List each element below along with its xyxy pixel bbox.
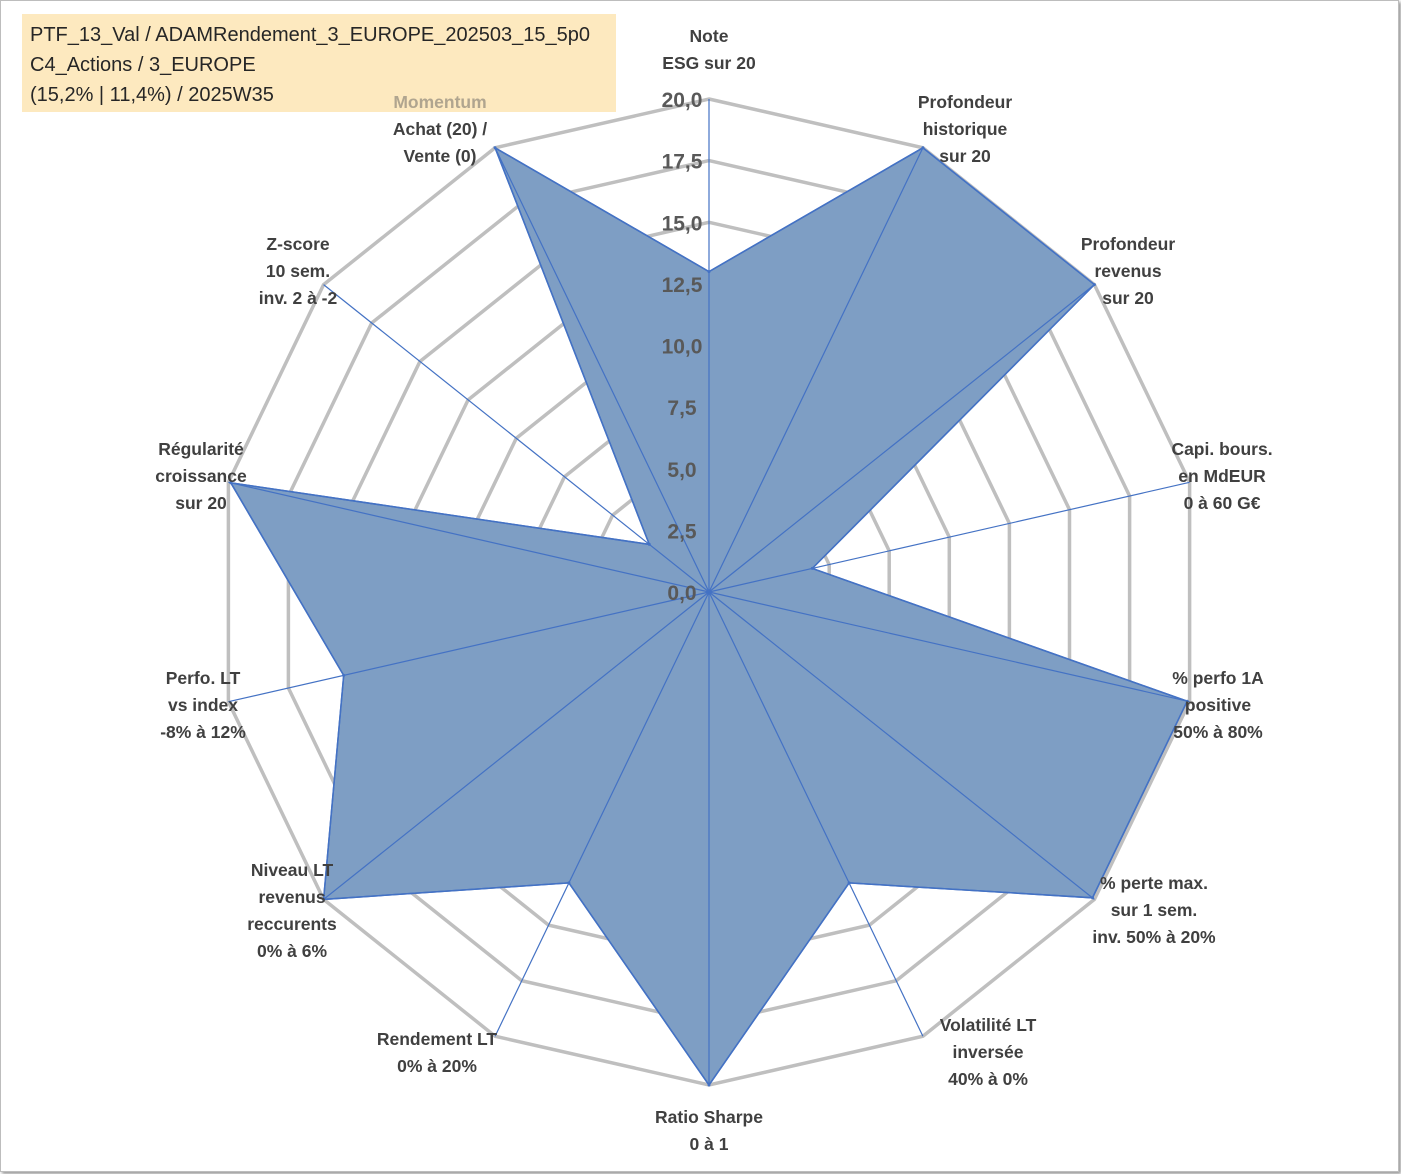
data-point-10 bbox=[322, 897, 326, 901]
axis-label-3: Profondeur revenus sur 20 bbox=[1081, 234, 1175, 308]
tick-label-4: 10,0 bbox=[662, 336, 703, 359]
axis-label-11: Perfo. LT vs index -8% à 12% bbox=[160, 668, 246, 742]
axis-spoke-7 bbox=[708, 591, 924, 1037]
axis-label-12: Régularité croissance sur 20 bbox=[155, 439, 247, 513]
data-point-1 bbox=[707, 270, 711, 274]
axis-label-8: Ratio Sharpe 0 à 1 bbox=[655, 1107, 763, 1154]
axis-spoke-10 bbox=[323, 591, 710, 900]
data-point-9 bbox=[567, 881, 571, 885]
data-point-13 bbox=[647, 542, 651, 546]
axis-label-6: % perte max. sur 1 sem. inv. 50% à 20% bbox=[1092, 873, 1216, 947]
axis-label-14: Momentum Achat (20) / Vente (0) bbox=[393, 92, 487, 166]
tick-label-1: 2,5 bbox=[667, 520, 697, 543]
data-point-5 bbox=[1185, 699, 1189, 703]
info-line-category: C4_Actions / 3_EUROPE bbox=[30, 54, 256, 76]
tick-label-8: 20,0 bbox=[662, 89, 703, 112]
axis-label-7: Volatilité LT inversée 40% à 0% bbox=[940, 1015, 1037, 1089]
axis-spoke-9 bbox=[494, 591, 710, 1037]
axis-spoke-14 bbox=[494, 147, 710, 593]
tick-label-5: 12,5 bbox=[662, 274, 703, 297]
axis-label-1: Note ESG sur 20 bbox=[662, 26, 756, 73]
axis-spoke-3 bbox=[708, 284, 1095, 593]
data-point-6 bbox=[1091, 896, 1094, 900]
tick-label-6: 15,0 bbox=[662, 212, 703, 235]
axis-label-10: Niveau LT revenus reccurents 0% à 6% bbox=[247, 860, 337, 961]
axis-label-9: Rendement LT 0% à 20% bbox=[377, 1029, 498, 1076]
data-point-11 bbox=[342, 673, 346, 677]
axis-spoke-12 bbox=[228, 481, 710, 593]
info-box: PTF_13_Val / ADAMRendement_3_EUROPE_2025… bbox=[22, 14, 616, 112]
axis-spoke-4 bbox=[708, 481, 1190, 593]
tick-label-3: 7,5 bbox=[667, 397, 697, 420]
axis-label-2: Profondeur historique sur 20 bbox=[918, 92, 1012, 166]
axis-spoke-11 bbox=[228, 591, 710, 703]
axis-spoke-5 bbox=[708, 591, 1190, 703]
tick-label-0: 0,0 bbox=[667, 582, 696, 605]
tick-label-7: 17,5 bbox=[662, 151, 703, 174]
data-point-2 bbox=[921, 146, 925, 150]
axis-spoke-6 bbox=[708, 591, 1095, 900]
axis-label-13: Z-score 10 sem. inv. 2 à -2 bbox=[259, 234, 338, 308]
data-point-14 bbox=[493, 146, 497, 150]
info-line-portfolio: PTF_13_Val / ADAMRendement_3_EUROPE_2025… bbox=[30, 24, 590, 46]
axis-spoke-13 bbox=[323, 284, 710, 593]
axis-spoke-2 bbox=[708, 147, 924, 593]
tick-label-2: 5,0 bbox=[667, 459, 696, 482]
data-point-8 bbox=[707, 1083, 711, 1087]
axis-label-5: % perfo 1A positive 50% à 80% bbox=[1172, 668, 1264, 742]
axis-label-4: Capi. bours. en MdEUR 0 à 60 G€ bbox=[1171, 439, 1272, 513]
data-point-4 bbox=[810, 566, 814, 570]
data-point-3 bbox=[1092, 283, 1096, 287]
info-line-stats: (15,2% | 11,4%) / 2025W35 bbox=[30, 84, 274, 106]
data-point-12 bbox=[229, 481, 233, 485]
data-point-7 bbox=[847, 881, 851, 885]
